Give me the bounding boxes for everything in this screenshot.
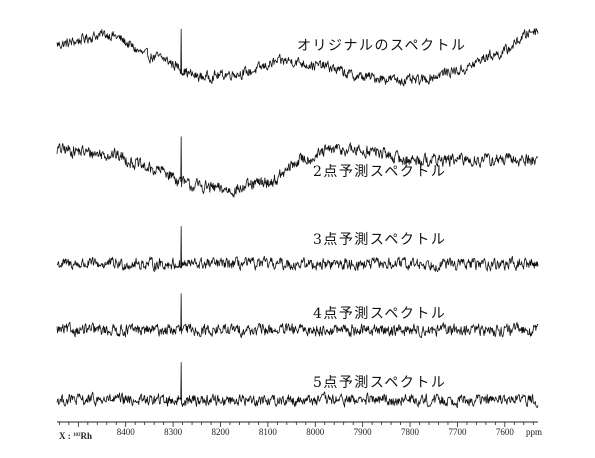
spectrum-trace-4 (56, 293, 539, 339)
nucleus-label: X : 103Rh (59, 431, 92, 441)
tick-label-8200: 8200 (211, 427, 230, 437)
spectrum-trace-2 (56, 136, 539, 198)
spectrum-labels: オリジナルのスペクトル 2点予測スペクトル 3点予測スペクトル 4点予測スペクトル 5点… (297, 38, 467, 391)
nucleus-mass: 103 (73, 433, 81, 438)
spectrum-label-5: 5点予測スペクトル (313, 375, 446, 391)
spectrum-trace-5 (56, 362, 539, 409)
spectrum-label-3: 3点予測スペクトル (313, 232, 446, 248)
x-axis: 8400 8300 8200 8100 8000 7900 7800 7700 7600 ppm… (57, 421, 542, 441)
spectrum-label-1: オリジナルのスペクトル (297, 38, 467, 54)
nucleus-prefix: X : (59, 431, 73, 441)
spectrum-trace-3 (56, 226, 539, 273)
spectrum-traces (56, 28, 539, 409)
tick-label-8000: 8000 (306, 427, 325, 437)
spectrum-label-2: 2点予測スペクトル (313, 164, 446, 180)
tick-label-7700: 7700 (448, 427, 467, 437)
x-axis-unit: ppm (526, 427, 542, 437)
tick-label-8300: 8300 (164, 427, 183, 437)
tick-label-8100: 8100 (259, 427, 278, 437)
spectrum-trace-1 (56, 28, 539, 87)
tick-label-7600: 7600 (496, 427, 515, 437)
x-axis-ticks: 8400 8300 8200 8100 8000 7900 7800 7700 7600 (58, 422, 534, 437)
nucleus-symbol: Rh (81, 431, 93, 441)
tick-label-7800: 7800 (401, 427, 420, 437)
tick-label-8400: 8400 (117, 427, 136, 437)
spectrum-label-4: 4点予測スペクトル (313, 306, 446, 322)
tick-label-7900: 7900 (354, 427, 373, 437)
